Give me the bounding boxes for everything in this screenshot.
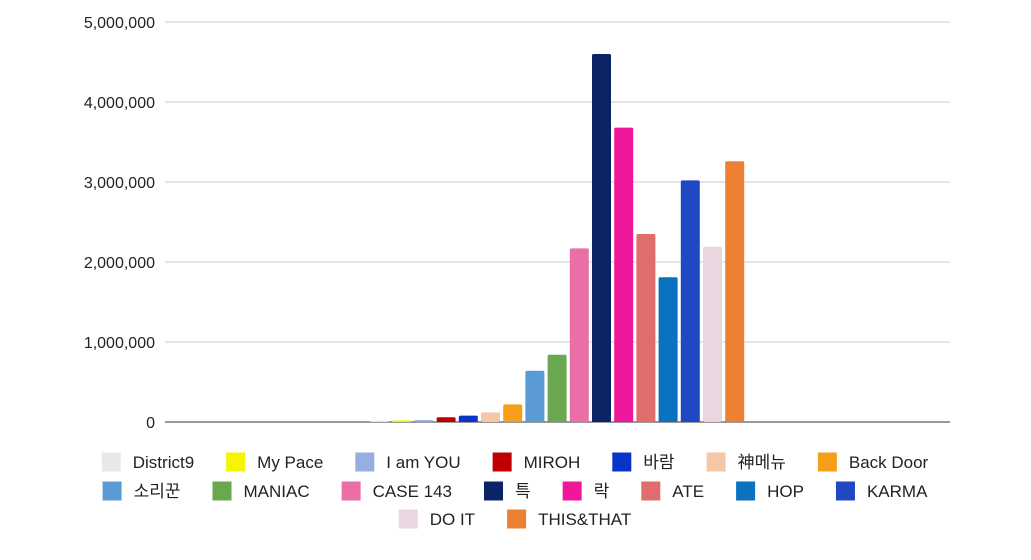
legend-swatch: [507, 509, 527, 529]
bar: [436, 417, 456, 422]
legend-label: District9: [133, 453, 194, 472]
bars: [370, 54, 745, 422]
legend-swatch: [706, 452, 726, 472]
legend-item: DO IT: [398, 509, 475, 529]
bar: [703, 246, 722, 422]
legend-label: 바람: [643, 453, 675, 472]
gridlines: [165, 21, 950, 423]
y-tick-label: 3,000,000: [84, 175, 155, 192]
legend: District9 My Pace I am YOU MIROH 바람 神메뉴 Back D…: [101, 452, 929, 529]
legend-label: KARMA: [867, 482, 928, 501]
y-tick-label: 1,000,000: [84, 335, 155, 352]
legend-item: HOP: [736, 481, 804, 501]
legend-label: 특: [515, 482, 531, 501]
y-axis-tick-labels: 0 1,000,000 2,000,000 3,000,000 4,000,000 5,0…: [84, 15, 155, 432]
legend-swatch: [492, 452, 512, 472]
legend-item: 특: [484, 481, 531, 501]
y-tick-label: 0: [146, 415, 155, 432]
bar: [680, 180, 700, 422]
legend-swatch: [212, 481, 232, 501]
legend-label: MIROH: [524, 453, 581, 472]
legend-swatch: [355, 452, 375, 472]
bar: [547, 354, 567, 422]
legend-swatch: [835, 481, 855, 501]
legend-swatch: [102, 481, 122, 501]
bar: [658, 277, 678, 422]
legend-swatch: [562, 481, 582, 501]
bar: [458, 415, 478, 422]
legend-swatch: [736, 481, 756, 501]
legend-label: DO IT: [430, 510, 475, 529]
bar: [481, 412, 500, 422]
legend-label: ATE: [672, 482, 704, 501]
legend-item: KARMA: [835, 481, 928, 501]
bar: [370, 420, 389, 422]
bar: [636, 234, 656, 422]
legend-label: THIS&THAT: [538, 510, 631, 529]
legend-label: I am YOU: [386, 453, 460, 472]
legend-label: 소리꾼: [134, 482, 181, 501]
legend-label: Back Door: [849, 453, 929, 472]
legend-item: I am YOU: [355, 452, 461, 472]
bar: [525, 370, 545, 422]
legend-item: 바람: [612, 452, 675, 472]
legend-label: 神메뉴: [738, 453, 786, 472]
legend-label: MANIAC: [244, 482, 310, 501]
bar: [569, 248, 589, 422]
legend-swatch: [641, 481, 661, 501]
legend-swatch: [612, 452, 632, 472]
legend-item: Back Door: [817, 452, 929, 472]
legend-swatch: [341, 481, 361, 501]
bar: [414, 420, 434, 422]
legend-label: HOP: [767, 482, 804, 501]
legend-swatch: [101, 452, 121, 472]
legend-swatch: [817, 452, 837, 472]
legend-item: My Pace: [226, 452, 323, 472]
legend-item: MANIAC: [212, 481, 310, 501]
legend-item: MIROH: [492, 452, 581, 472]
legend-swatch: [398, 509, 418, 529]
legend-item: 神메뉴: [706, 452, 786, 472]
bar: [392, 420, 412, 422]
bar: [503, 404, 523, 422]
legend-item: 락: [562, 481, 610, 501]
legend-label: CASE 143: [373, 482, 452, 501]
legend-item: ATE: [641, 481, 704, 501]
y-tick-label: 5,000,000: [84, 15, 155, 32]
legend-item: 소리꾼: [102, 481, 181, 501]
bar: [592, 54, 611, 422]
legend-item: District9: [101, 452, 194, 472]
y-tick-label: 4,000,000: [84, 95, 155, 112]
legend-item: CASE 143: [341, 481, 452, 501]
bar: [614, 127, 634, 422]
y-tick-label: 2,000,000: [84, 255, 155, 272]
bar: [725, 161, 745, 422]
legend-swatch: [484, 481, 504, 501]
legend-swatch: [226, 452, 246, 472]
legend-item: THIS&THAT: [507, 509, 631, 529]
legend-label: 락: [594, 482, 610, 501]
legend-label: My Pace: [257, 453, 323, 472]
